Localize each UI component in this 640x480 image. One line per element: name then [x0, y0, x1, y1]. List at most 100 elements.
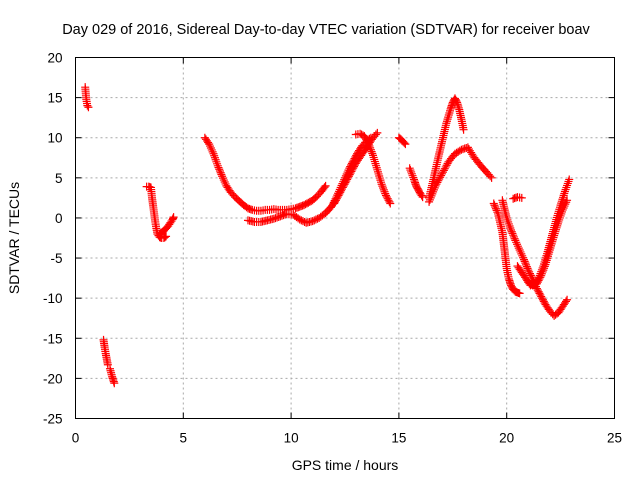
series-s17	[524, 196, 572, 290]
data-point	[564, 177, 573, 186]
data-point	[537, 271, 546, 280]
data-point	[439, 166, 448, 175]
data-point	[522, 260, 531, 269]
data-point	[550, 231, 559, 240]
data-point	[549, 233, 558, 242]
data-point	[546, 243, 555, 252]
data-point	[555, 213, 564, 222]
data-point	[437, 171, 446, 180]
data-point	[444, 113, 453, 122]
data-point	[551, 227, 560, 236]
data-point	[381, 189, 390, 198]
data-point	[218, 172, 227, 181]
data-point	[212, 157, 221, 166]
data-point	[445, 108, 454, 117]
data-point	[406, 166, 415, 175]
x-tick-label: 15	[391, 431, 406, 446]
chart-title: Day 029 of 2016, Sidereal Day-to-day VTE…	[62, 22, 590, 38]
data-point	[537, 269, 546, 278]
y-tick-label: 10	[47, 131, 62, 146]
data-point	[426, 193, 435, 202]
data-point	[215, 167, 224, 176]
data-point	[553, 221, 562, 230]
data-point	[371, 159, 380, 168]
data-point	[215, 165, 224, 174]
data-point	[517, 249, 526, 258]
data-point	[429, 187, 438, 196]
data-point	[506, 223, 515, 232]
data-point	[525, 269, 534, 278]
data-point	[206, 142, 215, 151]
data-point	[509, 231, 518, 240]
data-point	[562, 198, 571, 207]
data-point	[517, 193, 526, 202]
data-point	[561, 297, 570, 306]
x-tick-label: 20	[499, 431, 514, 446]
data-point	[527, 273, 536, 282]
data-point	[205, 140, 214, 149]
data-point	[438, 168, 447, 177]
data-point	[377, 180, 386, 189]
data-point	[220, 178, 229, 187]
data-point	[545, 248, 554, 257]
data-point	[509, 232, 518, 241]
data-point	[507, 225, 516, 234]
data-point	[372, 163, 381, 172]
x-tick-label: 0	[72, 431, 80, 446]
data-point	[536, 273, 545, 282]
data-point	[441, 162, 450, 171]
series-s3	[105, 364, 119, 388]
data-point	[513, 242, 522, 251]
data-point	[367, 147, 376, 156]
data-point	[503, 215, 512, 224]
data-point	[491, 202, 500, 211]
data-point	[515, 246, 524, 255]
data-point	[214, 163, 223, 172]
data-point	[425, 197, 434, 206]
y-tick-label: -10	[43, 291, 63, 306]
data-point	[219, 176, 228, 185]
data-point	[83, 101, 92, 110]
series-s5	[155, 213, 178, 238]
data-point	[491, 204, 500, 213]
data-point	[162, 232, 171, 241]
y-tick-label: -15	[43, 331, 63, 346]
data-point	[560, 187, 569, 196]
data-point	[505, 221, 514, 230]
data-point	[552, 223, 561, 232]
data-point	[375, 172, 384, 180]
data-point	[502, 213, 511, 222]
x-tick-label: 10	[284, 431, 299, 446]
data-point	[510, 234, 519, 243]
data-point	[428, 189, 437, 198]
data-point	[561, 200, 570, 209]
data-point	[446, 106, 455, 115]
data-point	[408, 171, 417, 180]
data-point	[492, 206, 501, 215]
data-point	[563, 295, 572, 304]
series-s18	[509, 193, 526, 203]
data-point	[442, 117, 451, 126]
data-point	[110, 379, 119, 388]
data-point	[379, 185, 388, 194]
data-point	[563, 181, 572, 190]
data-point	[103, 360, 112, 369]
data-point	[514, 244, 523, 253]
data-point	[504, 217, 513, 226]
data-point	[550, 229, 559, 238]
data-point	[551, 225, 560, 234]
data-point	[560, 202, 569, 211]
data-point	[563, 196, 572, 205]
data-point	[540, 264, 549, 273]
data-point	[547, 239, 556, 248]
data-point	[321, 181, 330, 190]
data-point	[207, 145, 216, 154]
data-point	[211, 155, 220, 164]
y-tick-label: 15	[47, 91, 62, 106]
data-point	[489, 199, 498, 208]
data-point	[559, 191, 568, 200]
data-point	[218, 174, 227, 183]
data-point	[204, 138, 213, 147]
data-point	[369, 151, 378, 160]
